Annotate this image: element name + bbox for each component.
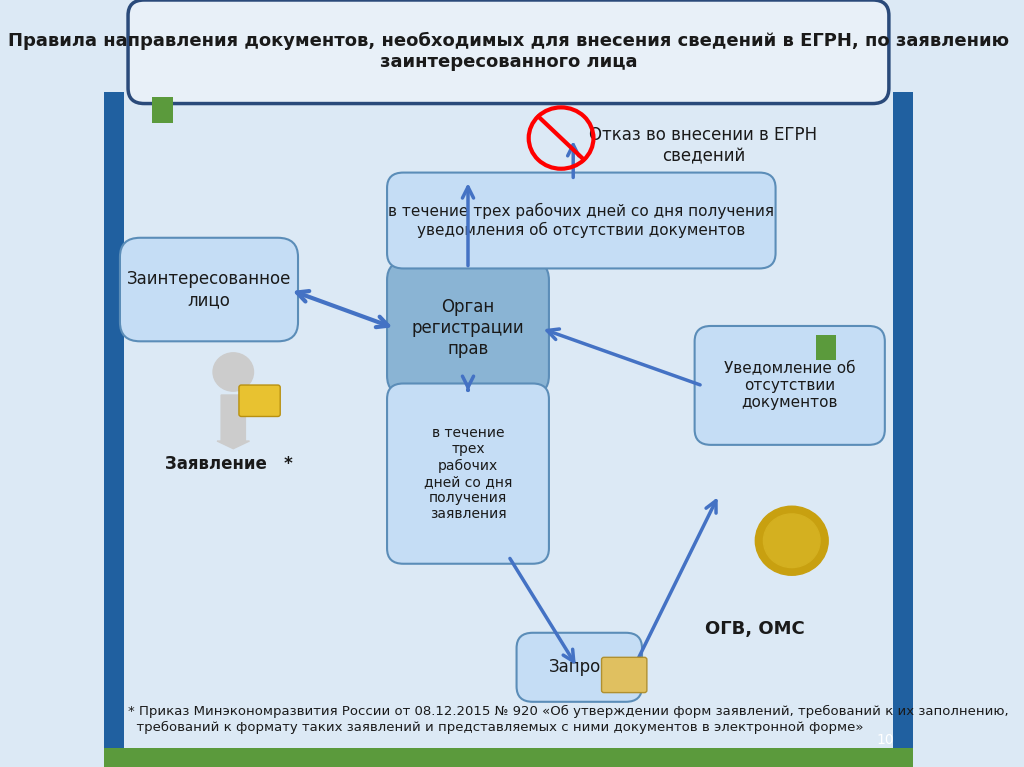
FancyBboxPatch shape	[387, 384, 549, 564]
Bar	[103, 748, 913, 767]
Circle shape	[756, 506, 828, 575]
Text: Правила направления документов, необходимых для внесения сведений в ЕГРН, по зая: Правила направления документов, необходи…	[8, 32, 1009, 71]
FancyBboxPatch shape	[387, 261, 549, 395]
Text: 10: 10	[876, 733, 894, 747]
Bar	[153, 97, 173, 123]
FancyBboxPatch shape	[128, 0, 889, 104]
FancyBboxPatch shape	[239, 385, 281, 416]
Bar	[103, 92, 124, 767]
FancyBboxPatch shape	[387, 173, 775, 268]
Text: ОГВ, ОМС: ОГВ, ОМС	[706, 620, 805, 638]
Circle shape	[213, 353, 254, 391]
Circle shape	[764, 514, 820, 568]
Text: Отказ во внесении в ЕГРН
сведений: Отказ во внесении в ЕГРН сведений	[590, 127, 817, 165]
FancyBboxPatch shape	[694, 326, 885, 445]
Bar	[893, 92, 913, 767]
FancyBboxPatch shape	[516, 633, 642, 702]
Text: Заинтересованное
лицо: Заинтересованное лицо	[127, 270, 291, 309]
FancyBboxPatch shape	[120, 238, 298, 341]
FancyArrow shape	[217, 395, 250, 449]
Text: Заявление   *: Заявление *	[165, 455, 293, 473]
Text: Запрос: Запрос	[549, 658, 610, 676]
Text: Уведомление об
отсутствии
документов: Уведомление об отсутствии документов	[724, 360, 855, 410]
FancyBboxPatch shape	[601, 657, 647, 693]
Text: в течение трех рабочих дней со дня получения
уведомления об отсутствии документо: в течение трех рабочих дней со дня получ…	[388, 203, 774, 238]
Text: в течение
трех
рабочих
дней со дня
получения
заявления: в течение трех рабочих дней со дня получ…	[424, 426, 512, 522]
Text: * Приказ Минэкономразвития России от 08.12.2015 № 920 «Об утверждении форм заявл: * Приказ Минэкономразвития России от 08.…	[128, 706, 1009, 733]
Text: Орган
регистрации
прав: Орган регистрации прав	[412, 298, 524, 357]
Bar	[816, 335, 837, 360]
